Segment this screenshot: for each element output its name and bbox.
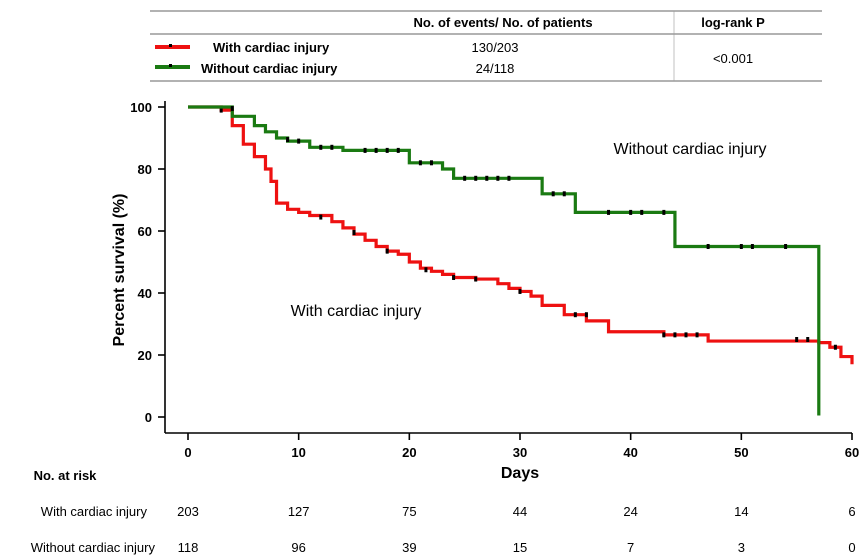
risk-table: No. at risk With cardiac injury Without …: [31, 468, 856, 555]
risk-table-title: No. at risk: [34, 468, 98, 483]
y-tick-label: 0: [145, 410, 152, 425]
y-tick-label: 20: [138, 348, 152, 363]
y-tick-label: 40: [138, 286, 152, 301]
risk-row-label-without: Without cardiac injury: [31, 540, 156, 555]
annotation-without: Without cardiac injury: [614, 141, 767, 158]
x-tick-label: 60: [845, 445, 859, 460]
risk-values: 203 127 75 44 24 14 6 118 96 39 15 7 3 0: [177, 504, 855, 555]
risk-row-label-with: With cardiac injury: [41, 504, 148, 519]
x-axis-ticks: 0 10 20 30 40 50 60: [184, 433, 859, 460]
legend-table: No. of events/ No. of patients log-rank …: [150, 10, 822, 82]
risk-value: 0: [848, 540, 855, 555]
logrank-p-value: <0.001: [713, 51, 753, 66]
y-tick-label: 100: [130, 100, 152, 115]
x-tick-label: 50: [734, 445, 748, 460]
risk-value: 24: [623, 504, 637, 519]
y-tick-label: 60: [138, 224, 152, 239]
risk-value: 14: [734, 504, 748, 519]
risk-value: 15: [513, 540, 527, 555]
legend-swatch-without: [155, 64, 190, 69]
risk-value: 127: [288, 504, 310, 519]
risk-value: 96: [291, 540, 305, 555]
risk-value: 203: [177, 504, 199, 519]
y-axis-ticks: 0 20 40 60 80 100: [130, 100, 165, 425]
y-tick-label: 80: [138, 162, 152, 177]
legend-label-without: Without cardiac injury: [201, 61, 338, 76]
series-line-with: [188, 105, 854, 365]
risk-value: 39: [402, 540, 416, 555]
events-without: 24/118: [476, 61, 515, 76]
events-with: 130/203: [472, 40, 519, 55]
risk-value: 118: [178, 540, 199, 555]
y-axis-label: Percent survival (%): [111, 194, 128, 347]
x-tick-label: 0: [184, 445, 191, 460]
risk-value: 7: [627, 540, 634, 555]
x-tick-label: 10: [291, 445, 305, 460]
annotation-with: With cardiac injury: [291, 303, 422, 320]
risk-value: 44: [513, 504, 527, 519]
x-tick-label: 40: [623, 445, 637, 460]
legend-label-with: With cardiac injury: [213, 40, 330, 55]
survival-curves: [188, 105, 854, 416]
series-line-without: [188, 105, 821, 416]
risk-value: 75: [402, 504, 416, 519]
x-tick-label: 30: [513, 445, 527, 460]
plot-area: 0 20 40 60 80 100 0 10 20 30 40 50 60 Percent survi…: [111, 100, 859, 482]
risk-value: 6: [848, 504, 855, 519]
legend-swatch-with: [155, 44, 190, 49]
col-header-events: No. of events/ No. of patients: [413, 15, 592, 30]
risk-value: 3: [738, 540, 745, 555]
x-axis-label: Days: [501, 465, 539, 482]
x-tick-label: 20: [402, 445, 416, 460]
col-header-logrank: log-rank P: [701, 15, 765, 30]
